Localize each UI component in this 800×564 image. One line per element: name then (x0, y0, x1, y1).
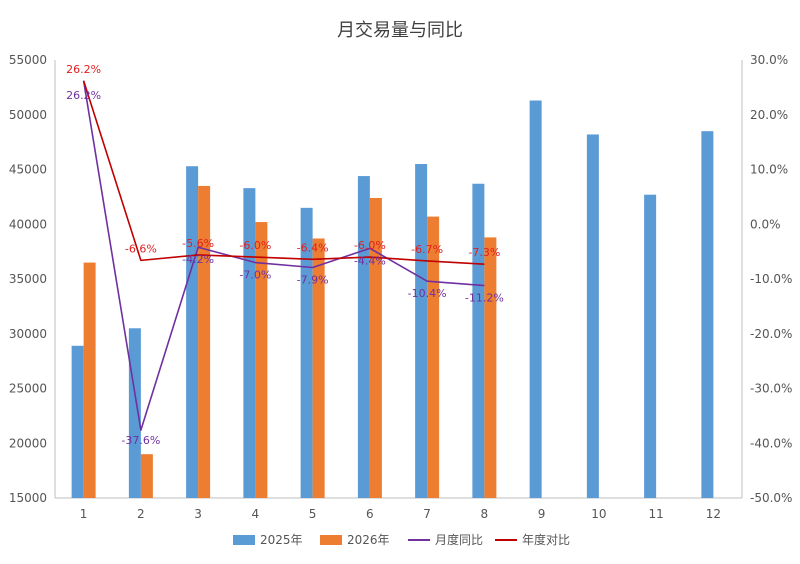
y-right-tick-label: -10.0% (750, 272, 792, 286)
y-left-tick-label: 40000 (9, 217, 47, 231)
x-tick-label: 6 (366, 507, 374, 521)
bar (255, 222, 268, 498)
y-left-tick-label: 25000 (9, 382, 47, 396)
bar (529, 100, 542, 498)
chart-title: 月交易量与同比 (337, 20, 463, 41)
bars (71, 100, 714, 499)
y-right-tick-label: -30.0% (750, 382, 792, 396)
y-left-tick-label: 35000 (9, 272, 47, 286)
y-left-tick-label: 15000 (9, 491, 47, 505)
legend-label: 2025年 (260, 533, 303, 547)
data-label: -11.2% (465, 292, 504, 305)
x-tick-label: 3 (194, 507, 202, 521)
bar (83, 262, 96, 498)
x-tick-label: 4 (252, 507, 260, 521)
data-label: -10.4% (408, 287, 447, 300)
data-label: -5.6% (182, 237, 214, 250)
axes: 15000 20000 25000 30000 35000 40000 45000 50000… (9, 53, 793, 521)
x-tick-label: 7 (423, 507, 431, 521)
legend-label: 2026年 (347, 533, 390, 547)
x-tick-label: 11 (648, 507, 663, 521)
data-label: -4.4% (354, 254, 386, 267)
data-label: -6.7% (411, 243, 443, 256)
bar (586, 134, 599, 498)
data-label: -6.4% (297, 241, 329, 254)
data-label: 26.2% (66, 63, 101, 76)
series-line (82, 80, 485, 266)
y-left-tick-label: 20000 (9, 436, 47, 450)
data-label: -37.6% (121, 434, 160, 447)
data-label: -4.2% (182, 253, 214, 266)
legend-label: 年度对比 (522, 532, 570, 547)
bar (140, 454, 153, 498)
y-right-tick-label: 0.0% (750, 217, 781, 231)
data-label: -6.0% (354, 239, 386, 252)
bar (415, 164, 428, 498)
y-left-tick-label: 55000 (9, 53, 47, 67)
data-label: -6.6% (125, 242, 157, 255)
y-right-tick-label: -20.0% (750, 327, 792, 341)
legend-swatch (233, 535, 255, 545)
x-tick-label: 2 (137, 507, 145, 521)
data-labels: 26.2% -6.6% -5.6% -6.0% -6.4% -6.0% -6.7% -7.3%… (66, 63, 504, 447)
data-label: -6.0% (239, 239, 271, 252)
y-right-tick-label: 10.0% (750, 163, 788, 177)
legend: 2025年 2026年 月度同比 年度对比 (233, 532, 570, 547)
y-right-tick-label: -50.0% (750, 491, 792, 505)
bar (427, 216, 440, 498)
y-left-tick-label: 50000 (9, 108, 47, 122)
bar (300, 207, 313, 498)
bar (701, 131, 714, 499)
x-tick-label: 8 (481, 507, 489, 521)
x-tick-label: 5 (309, 507, 317, 521)
lines (82, 80, 485, 431)
legend-swatch (320, 535, 342, 545)
legend-label: 月度同比 (435, 532, 483, 547)
x-tick-label: 10 (591, 507, 606, 521)
bar (369, 197, 382, 498)
data-label: -7.0% (239, 269, 271, 282)
bar (71, 345, 84, 498)
y-right-tick-label: 30.0% (750, 53, 788, 67)
bar (472, 183, 485, 499)
bar (198, 185, 211, 499)
data-label: 26.2% (66, 89, 101, 102)
x-tick-label: 12 (706, 507, 721, 521)
x-tick-label: 9 (538, 507, 546, 521)
bar (243, 188, 256, 499)
bar (357, 176, 370, 498)
y-right-tick-label: -40.0% (750, 436, 792, 450)
bar (128, 328, 141, 498)
y-left-tick-label: 45000 (9, 163, 47, 177)
y-left-tick-label: 30000 (9, 327, 47, 341)
bar (186, 166, 199, 498)
bar (644, 194, 657, 498)
bar (312, 238, 325, 499)
bar (484, 237, 497, 498)
y-right-tick-label: 20.0% (750, 108, 788, 122)
data-label: -7.9% (297, 274, 329, 287)
series-line (82, 80, 485, 431)
data-label: -7.3% (468, 246, 500, 259)
x-tick-label: 1 (80, 507, 88, 521)
